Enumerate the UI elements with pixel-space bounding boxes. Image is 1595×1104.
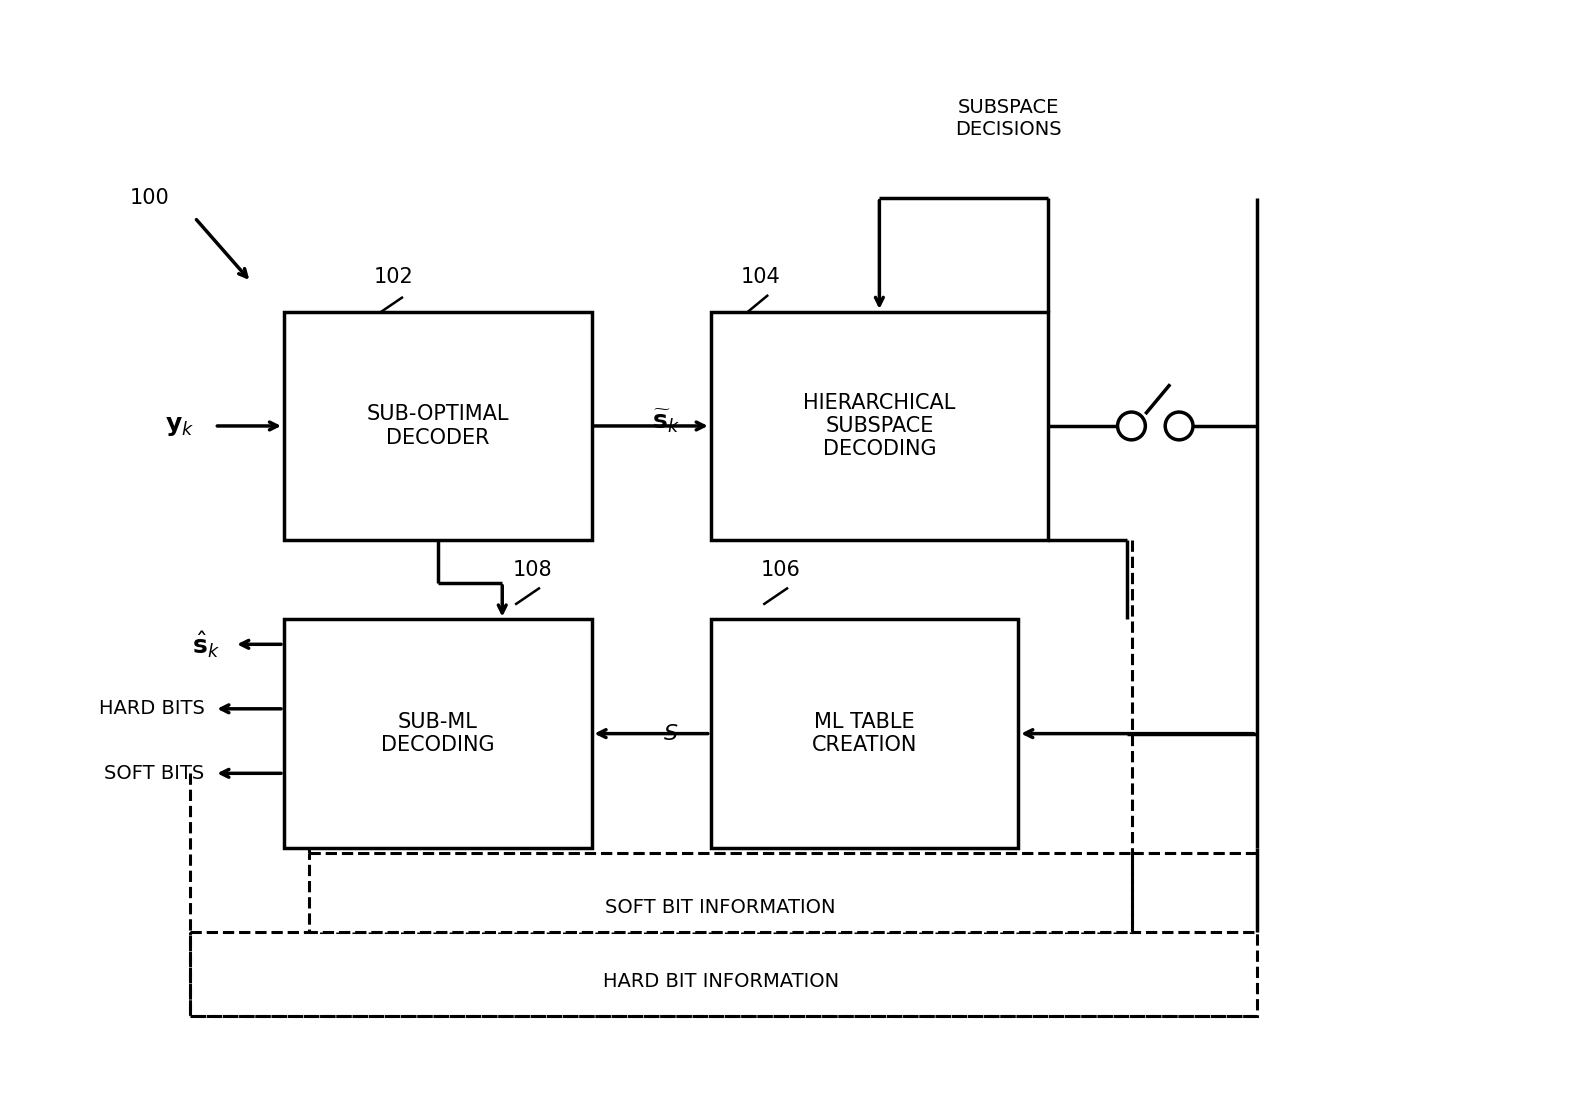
Bar bbox=[711, 619, 1018, 848]
Text: 100: 100 bbox=[131, 188, 169, 208]
Text: 106: 106 bbox=[761, 560, 801, 580]
Text: 102: 102 bbox=[373, 267, 413, 287]
Text: 108: 108 bbox=[512, 560, 552, 580]
Text: HARD BITS: HARD BITS bbox=[99, 699, 204, 719]
Text: SOFT BITS: SOFT BITS bbox=[104, 764, 204, 783]
Text: $\widetilde{\mathbf{s}}_k$: $\widetilde{\mathbf{s}}_k$ bbox=[652, 407, 679, 435]
Text: SUB-OPTIMAL
DECODER: SUB-OPTIMAL DECODER bbox=[367, 404, 509, 447]
Text: 104: 104 bbox=[740, 267, 780, 287]
Text: $\mathbf{y}_k$: $\mathbf{y}_k$ bbox=[164, 414, 195, 438]
Text: HIERARCHICAL
SUBSPACE
DECODING: HIERARCHICAL SUBSPACE DECODING bbox=[804, 393, 955, 459]
Text: SUB-ML
DECODING: SUB-ML DECODING bbox=[381, 712, 494, 755]
Bar bbox=[309, 852, 1132, 932]
Text: SOFT BIT INFORMATION: SOFT BIT INFORMATION bbox=[606, 898, 836, 916]
Bar bbox=[190, 932, 1257, 1017]
Text: $\mathit{S}$: $\mathit{S}$ bbox=[664, 723, 679, 744]
Bar bbox=[711, 311, 1048, 540]
Text: $\hat{\mathbf{s}}_k$: $\hat{\mathbf{s}}_k$ bbox=[191, 629, 220, 660]
Text: SUBSPACE
DECISIONS: SUBSPACE DECISIONS bbox=[955, 98, 1062, 139]
Text: ML TABLE
CREATION: ML TABLE CREATION bbox=[812, 712, 917, 755]
Text: HARD BIT INFORMATION: HARD BIT INFORMATION bbox=[603, 973, 839, 991]
Bar bbox=[284, 311, 592, 540]
Bar bbox=[284, 619, 592, 848]
